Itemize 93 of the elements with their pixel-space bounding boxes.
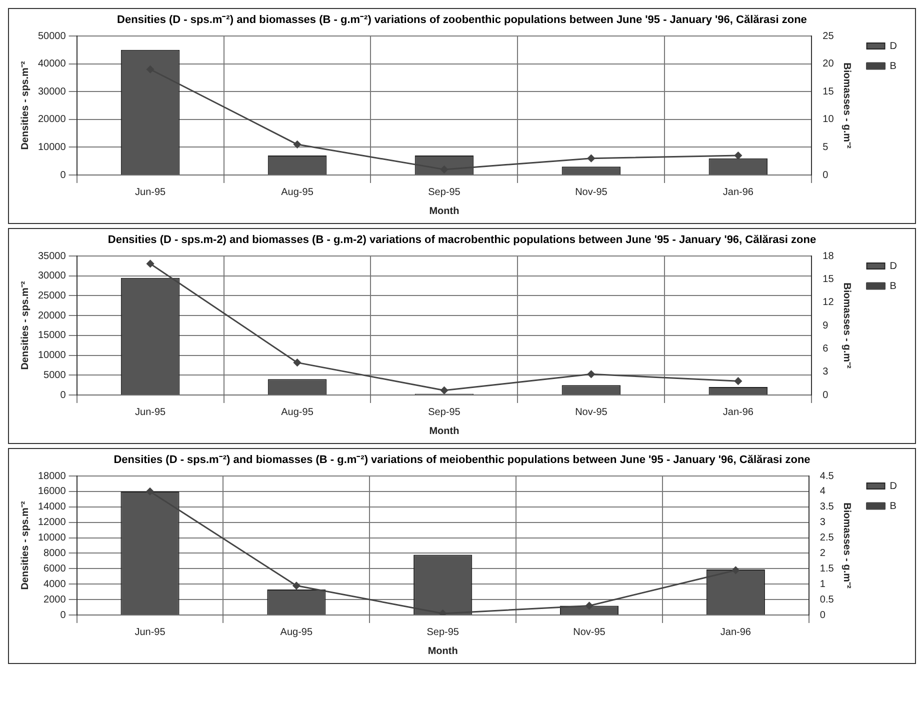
y2-tick-label: 15 xyxy=(822,274,834,285)
y2-tick-label: 1.5 xyxy=(820,563,834,574)
y2-tick-label: 2 xyxy=(820,548,826,559)
x-tick-label: Jun-95 xyxy=(135,186,166,198)
point xyxy=(440,386,448,394)
y-tick-label: 18000 xyxy=(38,470,66,482)
chart-title: Densities (D - sps.m-2) and biomasses (B - g.m-2) variations of macrobenthic populations between June '95 - January '96, Călărasi zone xyxy=(106,233,818,247)
legend-label: B xyxy=(890,500,897,512)
y-tick-label: 5000 xyxy=(44,370,66,381)
y2-tick-label: 4.5 xyxy=(820,470,834,482)
x-axis-title: Month xyxy=(428,646,458,657)
legend-label: D xyxy=(890,40,898,52)
y2-tick-label: 0.5 xyxy=(820,594,834,606)
y-tick-label: 14000 xyxy=(38,502,66,513)
x-tick-label: Sep-95 xyxy=(428,406,461,418)
y-tick-label: 20000 xyxy=(38,310,66,322)
y-axis-title: Densities - sps.m⁻² xyxy=(20,280,31,370)
y-axis-title: Densities - sps.m⁻² xyxy=(20,500,31,590)
y2-axis-title: Biomasses - g.m⁻² xyxy=(841,282,852,370)
y-tick-label: 0 xyxy=(60,170,66,181)
point xyxy=(587,154,595,162)
y2-tick-label: 12 xyxy=(822,297,834,308)
y-tick-label: 16000 xyxy=(38,486,66,498)
x-axis-title: Month xyxy=(429,426,460,437)
point xyxy=(734,377,742,385)
legend-label: B xyxy=(890,280,897,292)
y-tick-label: 10000 xyxy=(38,532,66,544)
x-tick-label: Jan-96 xyxy=(720,626,752,638)
chart-title: Densities (D - sps.m⁻²) and biomasses (B - g.m⁻²) variations of zoobenthic populations between June '95 - January '96, Călărasi zone xyxy=(116,13,808,27)
y2-tick-label: 25 xyxy=(822,30,834,42)
y-tick-label: 0 xyxy=(60,390,66,401)
x-tick-label: Sep-95 xyxy=(428,186,461,198)
y-axis-title: Densities - sps.m⁻² xyxy=(20,60,31,150)
y-tick-label: 0 xyxy=(60,610,66,621)
y2-tick-label: 2.5 xyxy=(820,532,834,544)
x-tick-label: Jan-96 xyxy=(722,406,754,418)
y2-tick-label: 3 xyxy=(820,517,826,528)
y-tick-label: 35000 xyxy=(38,250,66,262)
point xyxy=(734,152,742,160)
y2-tick-label: 3.5 xyxy=(820,502,834,513)
y-tick-label: 50000 xyxy=(38,30,66,42)
x-tick-label: Sep-95 xyxy=(426,626,460,638)
y2-tick-label: 1 xyxy=(820,578,826,590)
x-tick-label: Nov-95 xyxy=(575,406,608,418)
y2-tick-label: 15 xyxy=(822,86,834,98)
point xyxy=(586,602,594,610)
x-tick-label: Jun-95 xyxy=(135,406,166,418)
point xyxy=(294,358,302,366)
y2-axis-title: Biomasses - g.m⁻² xyxy=(841,62,852,150)
y2-tick-label: 0 xyxy=(822,170,829,181)
y2-tick-label: 3 xyxy=(822,366,829,378)
x-tick-label: Aug-95 xyxy=(281,186,314,198)
x-axis-title: Month xyxy=(429,206,460,217)
y-tick-label: 30000 xyxy=(38,86,66,98)
y-tick-label: 6000 xyxy=(44,563,66,574)
point xyxy=(440,166,448,174)
y-tick-label: 10000 xyxy=(38,350,66,362)
y-tick-label: 2000 xyxy=(44,594,66,606)
point xyxy=(294,140,302,148)
y-tick-label: 10000 xyxy=(38,142,66,153)
x-tick-label: Nov-95 xyxy=(573,626,606,638)
y2-tick-label: 20 xyxy=(822,58,834,70)
y2-tick-label: 10 xyxy=(822,114,834,126)
y2-axis-title: Biomasses - g.m⁻² xyxy=(841,502,852,590)
y-tick-label: 30000 xyxy=(38,270,66,282)
point xyxy=(146,260,154,268)
y-tick-label: 20000 xyxy=(38,114,66,126)
point xyxy=(292,582,300,590)
y2-tick-label: 0 xyxy=(820,610,826,621)
x-tick-label: Jan-96 xyxy=(722,186,754,198)
y2-tick-label: 5 xyxy=(822,142,829,153)
x-tick-label: Jun-95 xyxy=(134,626,166,638)
x-tick-label: Aug-95 xyxy=(280,626,313,638)
point xyxy=(587,370,595,378)
y2-tick-label: 4 xyxy=(820,486,826,498)
y-tick-label: 8000 xyxy=(44,548,66,559)
legend-label: D xyxy=(890,260,898,272)
y2-tick-label: 6 xyxy=(822,343,829,354)
x-tick-label: Nov-95 xyxy=(575,186,608,198)
y-tick-label: 25000 xyxy=(38,290,66,302)
y-tick-label: 12000 xyxy=(38,517,66,528)
y2-tick-label: 18 xyxy=(822,250,834,262)
y-tick-label: 4000 xyxy=(44,578,66,590)
y2-tick-label: 0 xyxy=(822,390,829,401)
y-tick-label: 40000 xyxy=(38,58,66,70)
legend-label: B xyxy=(890,60,897,72)
x-tick-label: Aug-95 xyxy=(281,406,314,418)
chart-title: Densities (D - sps.m⁻²) and biomasses (B - g.m⁻²) variations of meiobenthic populations between June '95 - January '96, Călărasi zone xyxy=(112,453,812,467)
y-tick-label: 15000 xyxy=(38,330,66,342)
point xyxy=(146,488,154,496)
point xyxy=(732,566,740,574)
y2-tick-label: 9 xyxy=(822,320,829,332)
legend-label: D xyxy=(890,480,898,492)
